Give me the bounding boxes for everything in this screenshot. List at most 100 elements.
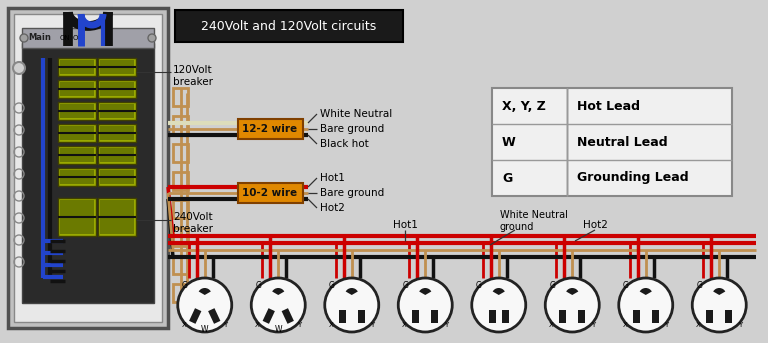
Bar [98,80,136,98]
Bar [98,146,136,164]
Bar [173,172,188,190]
Bar [412,310,419,323]
Bar [22,43,154,303]
Circle shape [545,278,599,332]
Bar [173,256,188,274]
Text: Neutral Lead: Neutral Lead [577,135,667,149]
Bar [100,200,134,234]
Wedge shape [566,288,578,295]
Text: X: X [697,322,701,328]
Bar [100,126,134,140]
Bar [100,104,134,118]
Bar [58,102,96,120]
Text: White Neutral: White Neutral [320,109,392,119]
Bar [58,58,96,76]
Text: Y: Y [738,322,742,328]
Text: X, Y, Z: X, Y, Z [502,99,546,113]
Bar [432,310,439,323]
Circle shape [399,278,452,332]
Text: Bare ground: Bare ground [320,124,384,134]
Bar [175,10,403,42]
Bar [60,104,94,118]
Wedge shape [713,288,725,295]
Bar [208,308,220,324]
Bar [60,200,94,234]
Bar [58,80,96,98]
Wedge shape [640,288,652,295]
Bar [238,119,303,139]
Text: X: X [182,322,187,328]
Bar [100,60,134,74]
Wedge shape [199,288,210,295]
Bar [58,168,96,186]
Text: Y: Y [664,322,669,328]
Bar [559,310,566,323]
Bar [263,308,275,324]
Bar [98,168,136,186]
Bar [14,14,162,322]
Text: 120Volt
breaker: 120Volt breaker [173,65,213,87]
Bar [60,126,94,140]
Text: G: G [402,281,408,289]
Bar [98,198,136,236]
Text: G: G [549,281,555,289]
Circle shape [148,34,156,42]
Text: X: X [255,322,260,328]
Bar [173,200,188,218]
Text: Y: Y [444,322,449,328]
Bar [173,116,188,134]
Text: W: W [274,326,282,334]
Text: Y: Y [591,322,595,328]
Text: Hot Lead: Hot Lead [577,99,640,113]
Text: G: G [475,281,482,289]
Bar [98,124,136,142]
Bar [60,170,94,184]
Bar [8,8,168,328]
Circle shape [325,278,379,332]
Text: Main: Main [28,34,51,43]
Bar [578,310,585,323]
Text: Hot1: Hot1 [320,173,345,183]
Text: Y: Y [297,322,301,328]
Circle shape [619,278,673,332]
Text: Hot1: Hot1 [392,220,418,230]
Bar [98,58,136,76]
Bar [358,310,365,323]
Bar [173,228,188,246]
Bar [707,310,713,323]
Bar [502,310,508,323]
Bar [173,144,188,162]
Bar [100,82,134,96]
Text: Y: Y [370,322,375,328]
Text: 240Volt and 120Volt circuits: 240Volt and 120Volt circuits [201,20,376,33]
Bar [98,102,136,120]
Wedge shape [346,288,358,295]
Bar [22,28,154,48]
Bar [488,310,496,323]
Text: OFF: OFF [73,35,86,41]
Bar [58,198,96,236]
Text: White Neutral
ground: White Neutral ground [500,210,568,232]
Circle shape [20,34,28,42]
Circle shape [472,278,526,332]
Bar [100,170,134,184]
Bar [173,88,188,106]
Bar [60,148,94,162]
Text: 12-2 wire: 12-2 wire [243,124,297,134]
Bar [633,310,640,323]
Text: Hot2: Hot2 [320,203,345,213]
Text: Bare ground: Bare ground [320,188,384,198]
Circle shape [251,278,305,332]
Bar [58,124,96,142]
Circle shape [13,62,25,74]
Bar [189,308,201,324]
Circle shape [692,278,746,332]
Text: G: G [697,281,702,289]
Bar [492,88,732,196]
Text: G: G [502,172,512,185]
Bar [60,82,94,96]
Text: 10-2 wire: 10-2 wire [243,188,297,198]
Wedge shape [419,288,432,295]
Bar [725,310,732,323]
Text: Y: Y [223,322,228,328]
